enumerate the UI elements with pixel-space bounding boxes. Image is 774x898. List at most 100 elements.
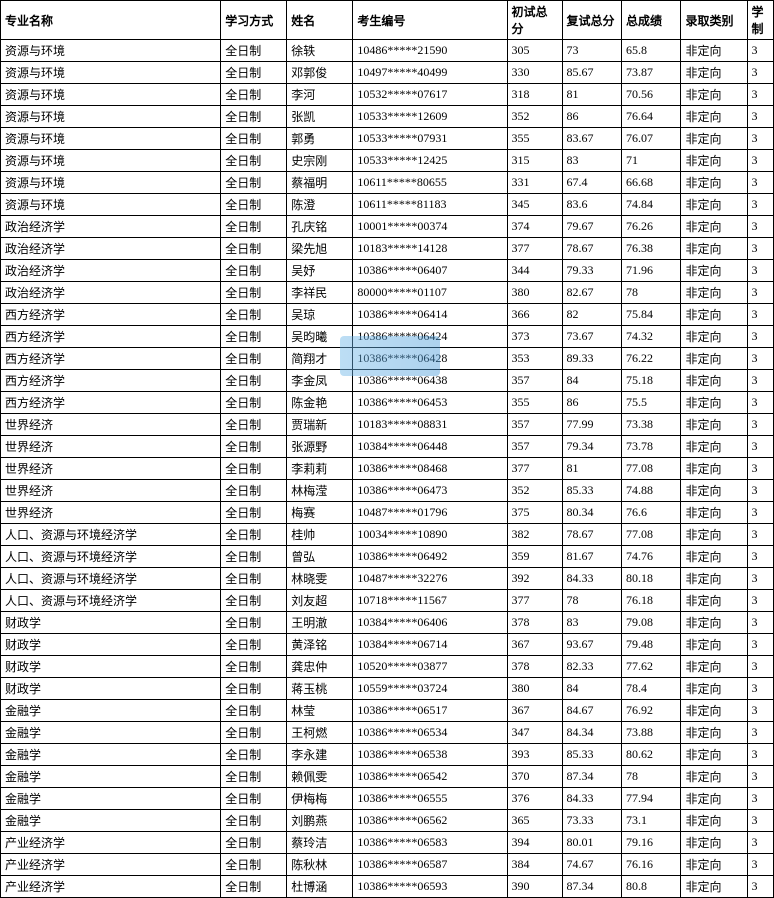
table-cell: 365 xyxy=(507,810,562,832)
table-cell: 87.34 xyxy=(562,876,621,898)
table-cell: 陈澄 xyxy=(287,194,353,216)
table-cell: 非定向 xyxy=(681,304,747,326)
table-row: 西方经济学全日制吴昀曦10386*****0642437373.6774.32非… xyxy=(1,326,774,348)
table-cell: 林梅滢 xyxy=(287,480,353,502)
table-cell: 全日制 xyxy=(221,480,287,502)
table-cell: 全日制 xyxy=(221,392,287,414)
table-cell: 非定向 xyxy=(681,854,747,876)
table-cell: 375 xyxy=(507,502,562,524)
table-cell: 蒋玉桃 xyxy=(287,678,353,700)
table-cell: 78.67 xyxy=(562,524,621,546)
table-cell: 10386*****06424 xyxy=(353,326,507,348)
table-cell: 非定向 xyxy=(681,106,747,128)
table-cell: 377 xyxy=(507,590,562,612)
table-cell: 3 xyxy=(747,84,773,106)
table-cell: 孔庆铭 xyxy=(287,216,353,238)
table-cell: 10386*****06492 xyxy=(353,546,507,568)
table-row: 资源与环境全日制徐轶10486*****215903057365.8非定向3 xyxy=(1,40,774,62)
table-cell: 73.87 xyxy=(622,62,681,84)
table-cell: 80.62 xyxy=(622,744,681,766)
table-cell: 10520*****03877 xyxy=(353,656,507,678)
table-cell: 80.18 xyxy=(622,568,681,590)
table-cell: 非定向 xyxy=(681,656,747,678)
table-row: 产业经济学全日制陈秋林10386*****0658738474.6776.16非… xyxy=(1,854,774,876)
table-cell: 10611*****81183 xyxy=(353,194,507,216)
table-cell: 373 xyxy=(507,326,562,348)
table-cell: 76.26 xyxy=(622,216,681,238)
table-cell: 世界经济 xyxy=(1,502,221,524)
table-cell: 10001*****00374 xyxy=(353,216,507,238)
table-cell: 非定向 xyxy=(681,84,747,106)
table-cell: 85.33 xyxy=(562,480,621,502)
table-cell: 10611*****80655 xyxy=(353,172,507,194)
header-mode: 学习方式 xyxy=(221,1,287,40)
table-cell: 西方经济学 xyxy=(1,326,221,348)
table-cell: 378 xyxy=(507,612,562,634)
table-cell: 347 xyxy=(507,722,562,744)
table-cell: 73.78 xyxy=(622,436,681,458)
table-cell: 全日制 xyxy=(221,194,287,216)
table-cell: 78.4 xyxy=(622,678,681,700)
table-cell: 81 xyxy=(562,84,621,106)
table-cell: 76.6 xyxy=(622,502,681,524)
table-cell: 全日制 xyxy=(221,832,287,854)
table-cell: 3 xyxy=(747,326,773,348)
table-cell: 77.99 xyxy=(562,414,621,436)
table-cell: 黄泽铭 xyxy=(287,634,353,656)
table-cell: 非定向 xyxy=(681,436,747,458)
table-cell: 非定向 xyxy=(681,348,747,370)
table-cell: 3 xyxy=(747,656,773,678)
table-cell: 全日制 xyxy=(221,106,287,128)
table-cell: 非定向 xyxy=(681,40,747,62)
table-row: 西方经济学全日制简翔才10386*****0642835389.3376.22非… xyxy=(1,348,774,370)
table-cell: 全日制 xyxy=(221,634,287,656)
table-cell: 世界经济 xyxy=(1,458,221,480)
table-cell: 非定向 xyxy=(681,722,747,744)
table-cell: 77.08 xyxy=(622,524,681,546)
table-cell: 3 xyxy=(747,634,773,656)
table-cell: 376 xyxy=(507,788,562,810)
table-cell: 79.48 xyxy=(622,634,681,656)
table-cell: 金融学 xyxy=(1,744,221,766)
table-cell: 10386*****06473 xyxy=(353,480,507,502)
table-cell: 非定向 xyxy=(681,260,747,282)
table-cell: 315 xyxy=(507,150,562,172)
header-major: 专业名称 xyxy=(1,1,221,40)
table-row: 人口、资源与环境经济学全日制刘友超10718*****115673777876.… xyxy=(1,590,774,612)
table-cell: 陈金艳 xyxy=(287,392,353,414)
table-cell: 3 xyxy=(747,876,773,898)
table-cell: 资源与环境 xyxy=(1,150,221,172)
table-cell: 全日制 xyxy=(221,678,287,700)
table-cell: 全日制 xyxy=(221,854,287,876)
table-cell: 非定向 xyxy=(681,634,747,656)
table-row: 金融学全日制刘鹏燕10386*****0656236573.3373.1非定向3 xyxy=(1,810,774,832)
table-cell: 10384*****06714 xyxy=(353,634,507,656)
table-cell: 金融学 xyxy=(1,788,221,810)
table-cell: 83.6 xyxy=(562,194,621,216)
table-cell: 林晓雯 xyxy=(287,568,353,590)
table-cell: 陈秋林 xyxy=(287,854,353,876)
table-cell: 83.67 xyxy=(562,128,621,150)
table-cell: 赖佩雯 xyxy=(287,766,353,788)
table-cell: 资源与环境 xyxy=(1,40,221,62)
table-row: 人口、资源与环境经济学全日制曾弘10386*****0649235981.677… xyxy=(1,546,774,568)
table-cell: 370 xyxy=(507,766,562,788)
table-cell: 全日制 xyxy=(221,788,287,810)
table-cell: 非定向 xyxy=(681,612,747,634)
table-cell: 79.08 xyxy=(622,612,681,634)
table-row: 金融学全日制赖佩雯10386*****0654237087.3478非定向3 xyxy=(1,766,774,788)
table-cell: 财政学 xyxy=(1,634,221,656)
table-cell: 71.96 xyxy=(622,260,681,282)
table-row: 产业经济学全日制蔡玲洁10386*****0658339480.0179.16非… xyxy=(1,832,774,854)
table-row: 财政学全日制王明澈10384*****064063788379.08非定向3 xyxy=(1,612,774,634)
table-cell: 非定向 xyxy=(681,414,747,436)
table-cell: 全日制 xyxy=(221,216,287,238)
table-cell: 西方经济学 xyxy=(1,348,221,370)
table-cell: 357 xyxy=(507,414,562,436)
table-cell: 355 xyxy=(507,128,562,150)
table-cell: 10718*****11567 xyxy=(353,590,507,612)
table-cell: 非定向 xyxy=(681,678,747,700)
table-cell: 简翔才 xyxy=(287,348,353,370)
table-cell: 3 xyxy=(747,40,773,62)
table-cell: 74.67 xyxy=(562,854,621,876)
